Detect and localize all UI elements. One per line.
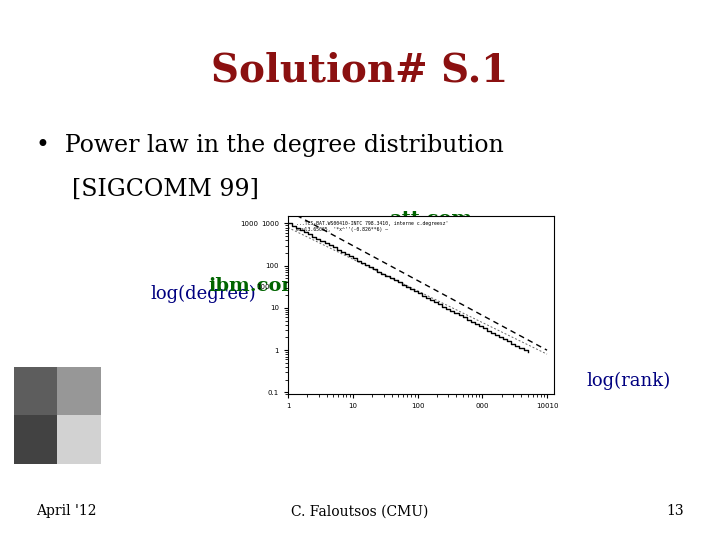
Text: att.com: att.com — [305, 210, 472, 247]
Text: Carnegie Mellon: Carnegie Mellon — [7, 15, 124, 28]
Text: C. Faloutsos (CMU): C. Faloutsos (CMU) — [292, 504, 428, 518]
Text: •  Power law in the degree distribution: • Power law in the degree distribution — [36, 134, 504, 157]
Text: ...TCS-BAT.WS00410-INTC 798.3410, interne c.degreesz'
exul3.65065, '*x^''(-0.826: ...TCS-BAT.WS00410-INTC 798.3410, intern… — [296, 221, 449, 232]
Text: log(rank): log(rank) — [587, 372, 671, 390]
Text: ibm.com: ibm.com — [209, 277, 303, 295]
Text: Solution# S.1: Solution# S.1 — [212, 51, 508, 89]
Text: internet domains: internet domains — [338, 220, 512, 239]
Text: April '12: April '12 — [36, 504, 96, 518]
Text: 1000: 1000 — [240, 221, 258, 227]
Text: log(degree): log(degree) — [150, 285, 256, 303]
Text: 100: 100 — [256, 284, 269, 290]
Text: 13: 13 — [667, 504, 684, 518]
Text: [SIGCOMM 99]: [SIGCOMM 99] — [72, 178, 259, 200]
